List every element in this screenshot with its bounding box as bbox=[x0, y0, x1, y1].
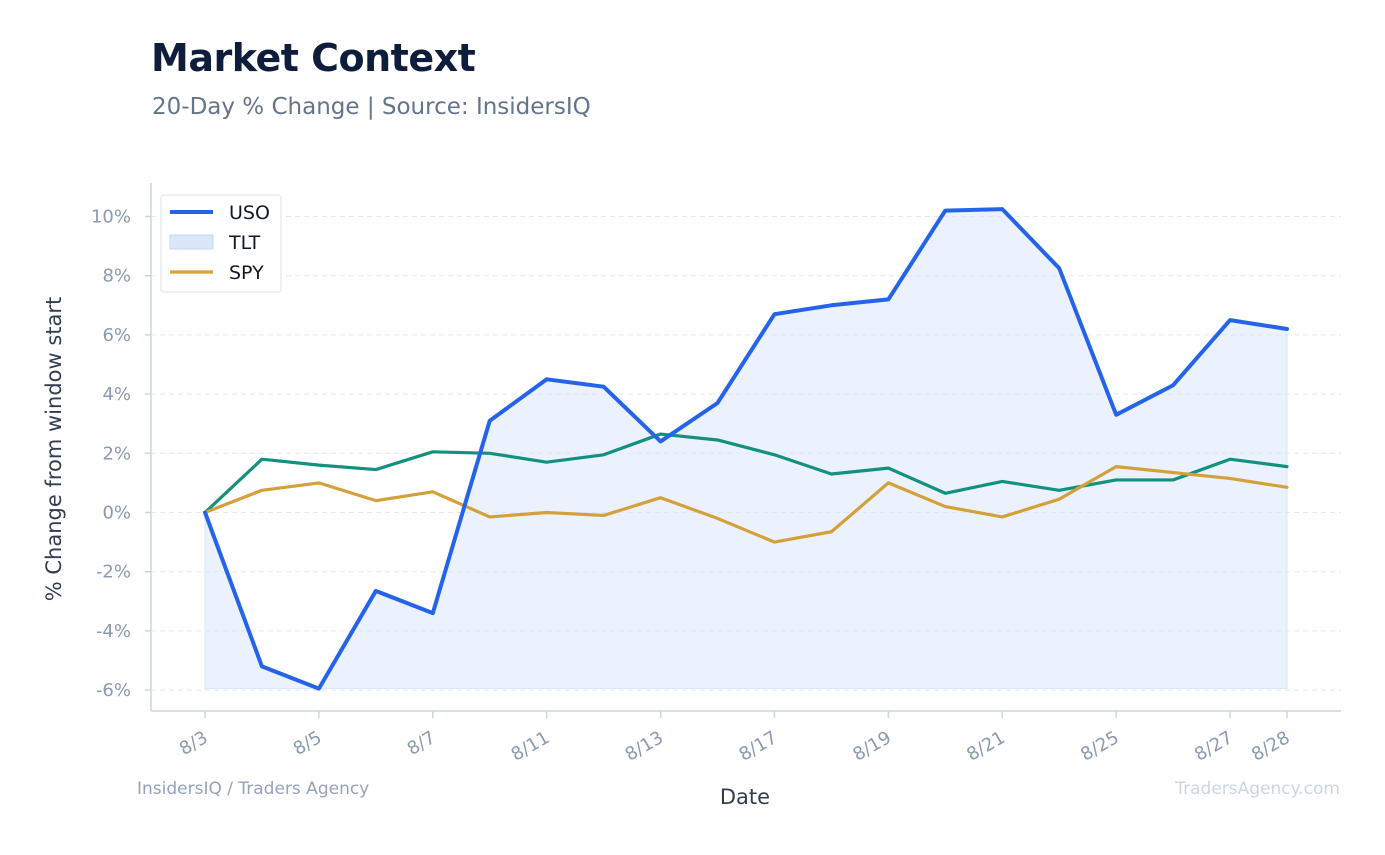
legend-label-uso: USO bbox=[229, 202, 270, 224]
y-tick-label: 4% bbox=[102, 384, 131, 405]
y-tick-label: -4% bbox=[96, 621, 131, 642]
x-tick-label: 8/19 bbox=[849, 727, 895, 765]
x-tick-label: 8/21 bbox=[963, 727, 1009, 765]
legend-swatch-tlt bbox=[169, 234, 214, 250]
x-tick-label: 8/17 bbox=[735, 727, 781, 765]
x-tick-label: 8/27 bbox=[1191, 727, 1237, 765]
x-tick-label: 8/11 bbox=[508, 727, 554, 765]
series-line-tlt bbox=[203, 432, 1289, 515]
y-tick-label: 6% bbox=[102, 325, 131, 346]
y-tick-label: -6% bbox=[96, 680, 131, 701]
x-axis-title: Date bbox=[720, 785, 770, 809]
x-tick-label: 8/28 bbox=[1248, 727, 1294, 765]
x-tick-label: 8/7 bbox=[404, 727, 440, 760]
series-line-uso bbox=[203, 207, 1289, 691]
footer-watermark: TradersAgency.com bbox=[1175, 779, 1340, 799]
y-tick-label: 0% bbox=[102, 503, 131, 524]
y-tick-label: 2% bbox=[102, 443, 131, 464]
x-tick-label: 8/13 bbox=[622, 727, 668, 765]
x-tick-label: 8/25 bbox=[1077, 727, 1123, 765]
footer-credit: InsidersIQ / Traders Agency bbox=[137, 779, 370, 799]
x-tick-label: 8/5 bbox=[290, 727, 326, 760]
legend-box bbox=[160, 194, 282, 293]
x-tick-label: 8/3 bbox=[176, 727, 212, 760]
y-tick-label: 10% bbox=[91, 207, 131, 228]
series-line-spy bbox=[203, 465, 1289, 544]
legend-label-tlt: TLT bbox=[228, 232, 261, 254]
y-axis-title: % Change from window start bbox=[42, 297, 66, 602]
chart-title: Market Context bbox=[151, 36, 476, 80]
y-tick-label: 8% bbox=[102, 266, 131, 287]
y-tick-label: -2% bbox=[96, 562, 131, 583]
chart-subtitle: 20-Day % Change | Source: InsidersIQ bbox=[152, 94, 591, 120]
legend-label-spy: SPY bbox=[229, 262, 264, 284]
